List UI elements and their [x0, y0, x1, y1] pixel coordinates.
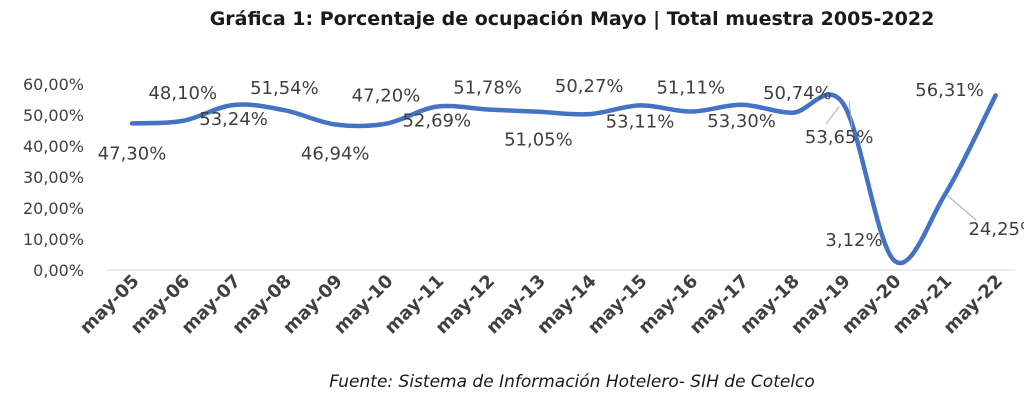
data-label: 53,65% [805, 127, 874, 148]
series-line [129, 92, 998, 266]
data-label: 51,05% [504, 130, 573, 151]
data-label: 51,11% [656, 78, 725, 99]
data-label: 50,27% [555, 76, 624, 97]
y-tick-label: 10,00% [23, 230, 84, 249]
data-label: 53,30% [707, 111, 776, 132]
data-label: 53,11% [606, 111, 675, 132]
data-label: 53,24% [199, 109, 268, 130]
data-label: 50,74% [763, 83, 832, 104]
y-tick-label: 50,00% [23, 106, 84, 125]
leader-line [946, 194, 977, 221]
y-tick-label: 40,00% [23, 137, 84, 156]
data-label: 51,54% [250, 78, 319, 99]
data-label: 47,30% [98, 143, 167, 164]
data-label: 3,12% [825, 230, 882, 251]
data-label: 47,20% [352, 86, 421, 107]
data-label: 48,10% [148, 83, 217, 104]
y-tick-label: 60,00% [23, 75, 84, 94]
data-label: 24,25% [968, 219, 1024, 240]
leader-line [825, 106, 840, 125]
leader-line [848, 101, 853, 129]
y-tick-label: 0,00% [33, 261, 84, 280]
y-tick-label: 30,00% [23, 168, 84, 187]
y-tick-label: 20,00% [23, 199, 84, 218]
chart-source: Fuente: Sistema de Información Hotelero-… [329, 372, 815, 392]
data-label: 52,69% [402, 111, 471, 132]
data-label: 56,31% [915, 80, 984, 101]
data-label: 46,94% [301, 143, 370, 164]
chart-title: Gráfica 1: Porcentaje de ocupación Mayo … [209, 8, 935, 30]
data-label: 51,78% [453, 77, 522, 98]
